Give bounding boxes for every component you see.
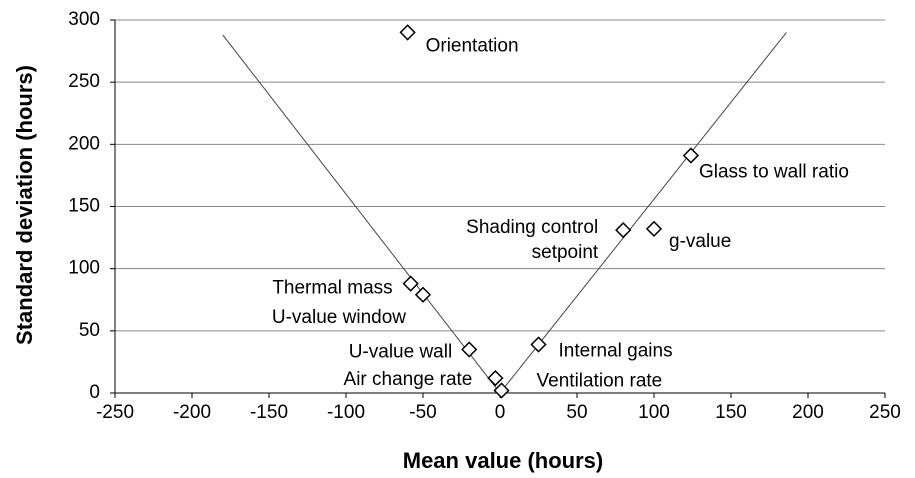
y-tick-label: 0 <box>89 382 100 403</box>
reference-line <box>222 34 501 394</box>
marker <box>645 220 663 238</box>
point-label: U-value window <box>272 307 406 328</box>
point-label: Ventilation rate <box>537 371 663 392</box>
marker <box>402 275 419 292</box>
point-label: Orientation <box>426 35 519 56</box>
point-label: Thermal mass <box>272 278 392 299</box>
y-tick-label: 100 <box>68 258 100 279</box>
x-tick-label: -100 <box>327 402 365 423</box>
marker <box>461 341 478 358</box>
marker <box>615 221 632 239</box>
y-axis-title: Standard deviation (hours) <box>12 65 37 345</box>
point-label: setpoint <box>532 242 599 263</box>
point-label: Glass to wall ratio <box>699 162 849 183</box>
marker <box>399 24 416 41</box>
y-tick-label: 150 <box>68 196 100 217</box>
x-tick-label: -150 <box>250 402 288 423</box>
y-tick-label: 200 <box>68 133 100 154</box>
x-tick-label: 100 <box>638 402 670 423</box>
x-tick-label: 150 <box>715 402 747 423</box>
y-tick-label: 300 <box>68 9 100 30</box>
marker <box>487 369 504 387</box>
marker <box>530 336 547 353</box>
point-label: Shading control <box>466 217 598 238</box>
point-label: U-value wall <box>349 341 452 362</box>
x-tick-label: -250 <box>96 402 134 423</box>
y-tick-label: 50 <box>79 320 100 341</box>
x-tick-label: 200 <box>792 402 824 423</box>
x-tick-label: -200 <box>173 402 211 423</box>
x-tick-label: 250 <box>869 402 901 423</box>
point-label: Internal gains <box>559 341 673 362</box>
point-label: Air change rate <box>344 369 473 390</box>
marker <box>414 286 432 303</box>
marker <box>682 147 700 164</box>
reference-line <box>499 32 787 394</box>
x-axis-title: Mean value (hours) <box>403 448 603 473</box>
y-tick-label: 250 <box>68 71 100 92</box>
x-tick-label: 0 <box>495 402 506 423</box>
x-tick-label: -50 <box>409 402 436 423</box>
x-tick-label: 50 <box>566 402 587 423</box>
point-label: g-value <box>669 231 731 252</box>
marker <box>493 382 510 399</box>
